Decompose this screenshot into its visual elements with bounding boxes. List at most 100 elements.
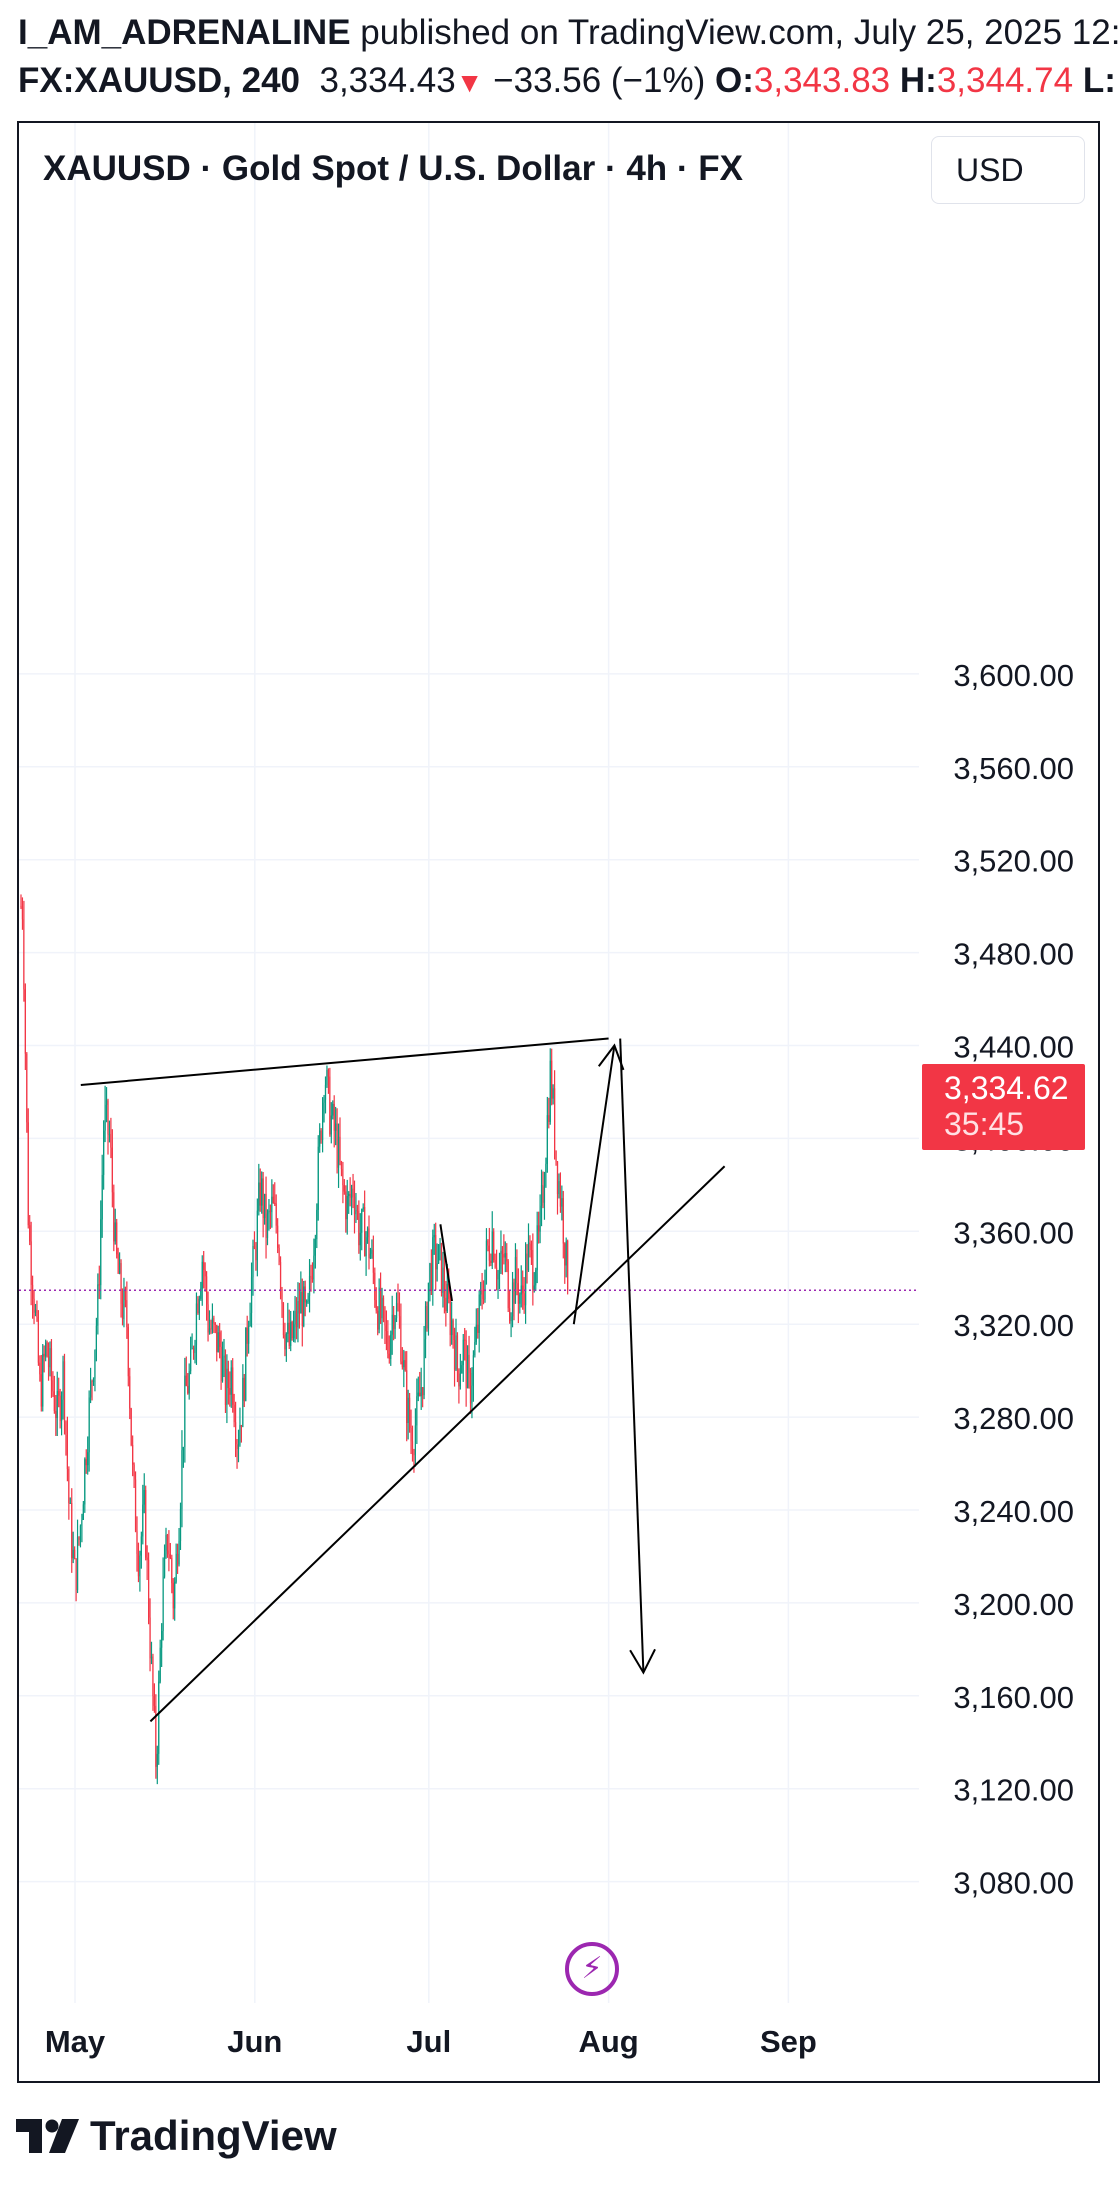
y-tick-label: 3,440.00 [953, 1030, 1074, 1065]
candle-body [401, 1361, 403, 1368]
resistance-trendline [80, 1037, 609, 1086]
candle-body [519, 1294, 521, 1304]
candle-body [337, 1136, 340, 1168]
candle-body [459, 1373, 461, 1387]
candle-body [200, 1288, 202, 1299]
candle-body [527, 1242, 530, 1271]
tradingview-logo[interactable]: TradingView [16, 2112, 337, 2168]
candle-body [172, 1583, 174, 1609]
candle-body [458, 1369, 460, 1387]
candle-body [53, 1391, 55, 1412]
candle-body [75, 1558, 77, 1591]
candle-body [308, 1275, 311, 1296]
candle-body [175, 1553, 177, 1582]
candle-body [478, 1294, 480, 1333]
candle-body [90, 1381, 92, 1398]
candle-body [272, 1196, 274, 1203]
candle-body [62, 1361, 64, 1400]
candle-body [523, 1293, 525, 1306]
price-change: −33.56 (−1%) [493, 61, 706, 100]
candle-body [288, 1322, 290, 1346]
candle-body [230, 1367, 232, 1395]
candle-body [467, 1354, 469, 1389]
candle-body [232, 1367, 234, 1405]
candle-body [68, 1468, 70, 1504]
candle-body [43, 1353, 45, 1357]
candle-body [397, 1303, 399, 1310]
candle-body [403, 1360, 405, 1368]
candle-body [121, 1303, 124, 1320]
candle-body [369, 1253, 372, 1259]
candle-body [395, 1303, 398, 1319]
candle-body [30, 1241, 32, 1285]
y-tick-label: 3,600.00 [953, 658, 1074, 693]
candle-body [319, 1130, 321, 1147]
candle-body [330, 1115, 332, 1135]
candle-body [23, 919, 25, 990]
candle-body [123, 1290, 125, 1320]
candle-body [165, 1535, 167, 1554]
author-name[interactable]: I_AM_ADRENALINE [18, 13, 351, 52]
currency-button[interactable]: USD [931, 136, 1085, 204]
candle-body [223, 1355, 225, 1358]
candle-body [297, 1301, 299, 1328]
candle-body [345, 1191, 347, 1220]
candle-body [239, 1425, 241, 1445]
candle-body [37, 1317, 39, 1363]
candle-body [422, 1387, 424, 1396]
candle-body [256, 1210, 258, 1261]
candle-body [532, 1250, 534, 1291]
candle-body [339, 1136, 341, 1162]
candle-body [507, 1261, 509, 1309]
candle-body [317, 1146, 319, 1210]
candle-body [365, 1237, 367, 1257]
lightning-icon[interactable]: ⚡ [565, 1942, 619, 1996]
chart-frame[interactable]: 3,600.00 3,560.00 3,520.00 3,480.00 3,440.00… [17, 121, 1100, 2083]
candle-body [456, 1335, 459, 1370]
candle-body [420, 1387, 422, 1397]
candle-body [282, 1303, 285, 1336]
y-tick-label: 3,360.00 [953, 1215, 1074, 1250]
candle-body [346, 1196, 348, 1220]
candle-body [427, 1282, 430, 1329]
candle-body [371, 1249, 373, 1254]
chart-canvas[interactable]: 3,600.00 3,560.00 3,520.00 3,480.00 3,440.00… [19, 123, 1098, 2081]
candle-body [127, 1327, 129, 1377]
candle-body [323, 1099, 325, 1103]
y-tick-label: 3,560.00 [953, 751, 1074, 786]
candle-body [554, 1088, 556, 1151]
candle-body [545, 1163, 547, 1187]
drawing-segment [439, 1224, 453, 1302]
candle-body [327, 1070, 329, 1077]
candle-body [455, 1335, 457, 1370]
last-price: 3,334.43 [319, 61, 456, 100]
candle-body [472, 1355, 474, 1386]
candle-body [168, 1550, 170, 1555]
candle-body [387, 1331, 389, 1354]
candle-body [509, 1308, 511, 1322]
candle-body [416, 1396, 418, 1426]
candle-body [104, 1104, 106, 1131]
candle-body [110, 1134, 112, 1148]
candle-body [471, 1385, 473, 1404]
candle-body [501, 1250, 503, 1255]
candle-body [237, 1444, 240, 1449]
candle-body [132, 1444, 134, 1465]
candle-body [372, 1249, 374, 1273]
candle-body [204, 1269, 206, 1277]
candle-body [153, 1696, 155, 1706]
open-label: O: [715, 61, 754, 100]
candle-body [210, 1328, 212, 1330]
candle-body [291, 1322, 293, 1339]
candle-body [261, 1178, 263, 1206]
candle-body [278, 1247, 280, 1263]
candle-body [548, 1115, 550, 1122]
candle-body [49, 1348, 51, 1368]
candle-body [516, 1257, 518, 1284]
candle-body [320, 1130, 322, 1141]
candle-body [269, 1210, 271, 1213]
ohlc-header: FX:XAUUSD, 240 3,334.43▼ −33.56 (−1%) O:… [18, 60, 1116, 104]
candle-body [134, 1479, 137, 1532]
candle-body [229, 1388, 231, 1395]
candle-body [143, 1490, 145, 1505]
